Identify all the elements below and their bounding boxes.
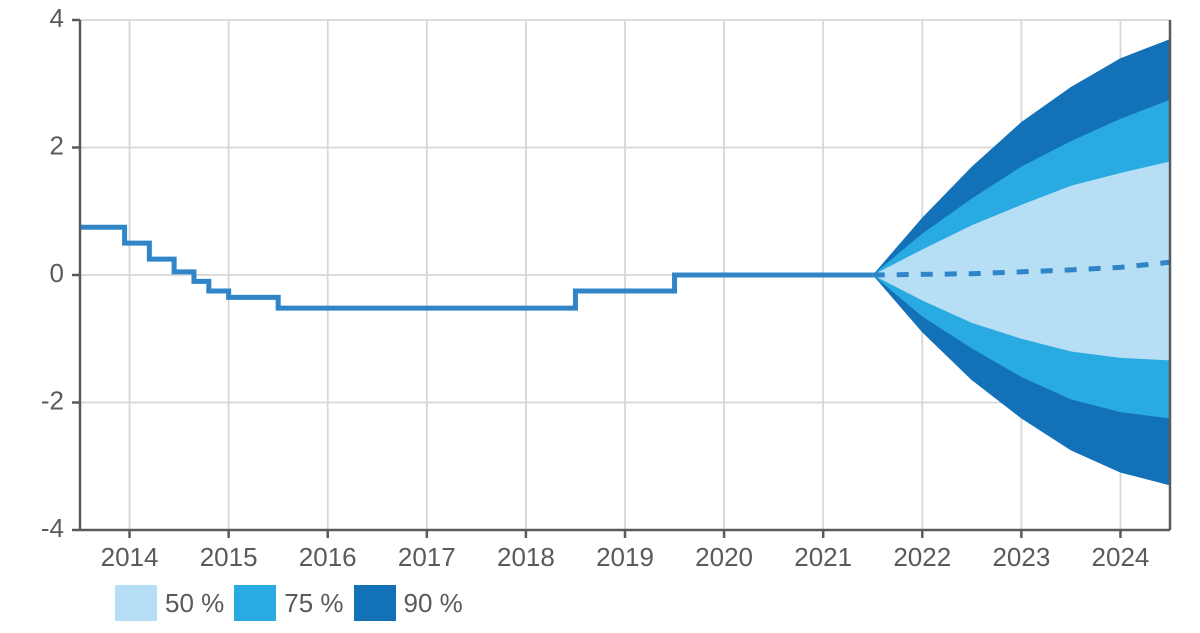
legend: 50 % 75 % 90 % <box>115 585 473 621</box>
x-tick-label: 2021 <box>794 542 852 572</box>
x-tick-label: 2019 <box>596 542 654 572</box>
legend-item: 90 % <box>354 585 473 621</box>
y-tick-label: -2 <box>41 385 64 415</box>
x-tick-label: 2014 <box>101 542 159 572</box>
legend-label: 90 % <box>396 588 473 619</box>
x-tick-label: 2015 <box>200 542 258 572</box>
legend-label: 50 % <box>157 588 234 619</box>
legend-label: 75 % <box>276 588 353 619</box>
x-tick-label: 2017 <box>398 542 456 572</box>
x-tick-label: 2016 <box>299 542 357 572</box>
legend-item: 50 % <box>115 585 234 621</box>
legend-swatch <box>234 585 276 621</box>
x-tick-label: 2024 <box>1092 542 1150 572</box>
y-tick-label: -4 <box>41 513 64 543</box>
y-tick-label: 0 <box>50 258 64 288</box>
x-tick-label: 2023 <box>992 542 1050 572</box>
fan-chart-container: -4 -2 0 2 4 2014 2015 2016 2017 2018 2019 2020 2021 2… <box>0 0 1200 633</box>
fan-chart-svg: -4 -2 0 2 4 2014 2015 2016 2017 2018 2019 2020 2021 2… <box>0 0 1200 633</box>
x-tick-label: 2022 <box>893 542 951 572</box>
y-tick-label: 2 <box>50 130 64 160</box>
legend-swatch <box>354 585 396 621</box>
x-tick-label: 2018 <box>497 542 555 572</box>
legend-swatch <box>115 585 157 621</box>
x-tick-label: 2020 <box>695 542 753 572</box>
y-tick-label: 4 <box>50 3 64 33</box>
legend-item: 75 % <box>234 585 353 621</box>
